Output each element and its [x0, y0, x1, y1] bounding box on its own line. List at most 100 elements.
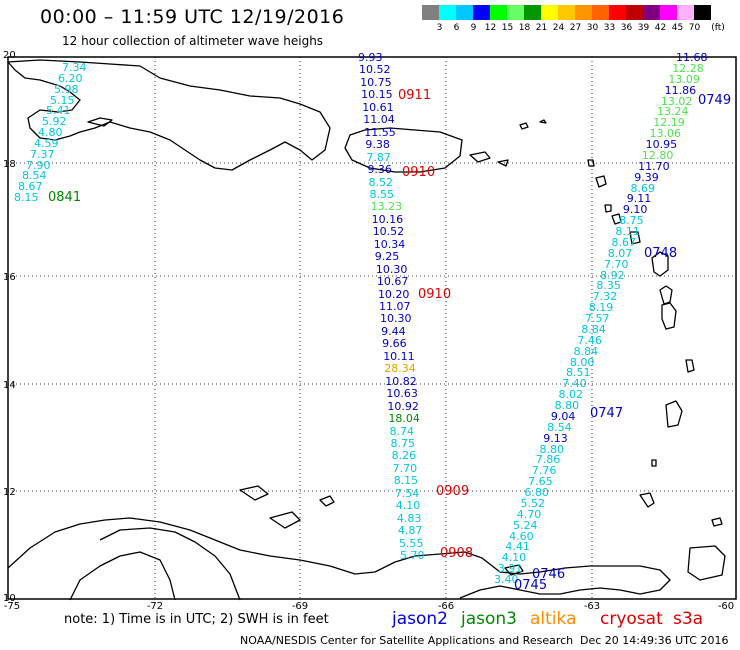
lat-label-20: 20 [3, 50, 16, 61]
track-right-value: 9.04 [550, 409, 576, 423]
track-middle-value: 9.38 [365, 138, 390, 152]
track-right-value: 8.75 [619, 214, 644, 228]
track-right-value: 8.92 [600, 268, 625, 282]
color-swatch [422, 5, 439, 20]
track-left-value: 7.37 [30, 147, 55, 161]
color-swatch [660, 5, 677, 20]
track-right-time: 0749 [698, 93, 732, 108]
track-right-value: 4.70 [516, 507, 542, 521]
track-right-value: 8.80 [554, 399, 580, 412]
track-middle-time: 0910 [418, 287, 452, 302]
track-middle-value: 9.44 [381, 324, 406, 338]
color-scale-tick: 6 [453, 23, 460, 33]
track-right-value: 8.84 [581, 322, 606, 336]
track-right-time: 0746 [532, 567, 566, 582]
track-middle-value: 5.70 [400, 549, 425, 562]
track-right-value: 8.54 [547, 420, 572, 434]
credit-text: NOAA/NESDIS Center for Satellite Applica… [240, 634, 574, 647]
track-right-value: 9.39 [634, 170, 659, 184]
track-middle-value: 10.30 [375, 262, 408, 276]
gridlines [8, 57, 736, 599]
color-swatch [473, 5, 490, 20]
track-right-value: 11.68 [676, 51, 708, 64]
track-right-value: 8.11 [615, 225, 640, 238]
legend-cryosat: cryosat [600, 609, 663, 629]
track-right-value: 10.95 [645, 138, 678, 151]
track-middle-value: 4.87 [397, 524, 423, 538]
track-left-value: 4.59 [34, 136, 59, 150]
color-scale-tick: 42 [654, 23, 667, 33]
track-middle-value: 28.34 [384, 362, 416, 376]
track-left-value: 5.41 [46, 104, 71, 118]
track-right-value: 7.86 [535, 453, 561, 467]
color-scale-tick: 18 [518, 23, 531, 33]
color-scale-tick: 12 [484, 23, 497, 33]
coastlines [7, 59, 726, 601]
track-right-value: 8.00 [569, 355, 595, 369]
color-scale-tick: 45 [671, 23, 684, 33]
track-middle-time: 0909 [436, 484, 470, 499]
track-middle-value: 8.52 [368, 175, 394, 189]
track-right-value: 3.91 [497, 562, 523, 576]
track-middle-value: 7.54 [394, 486, 420, 500]
track-middle-value: 10.11 [383, 349, 415, 363]
color-swatch [643, 5, 660, 20]
track-right-value: 7.70 [603, 257, 629, 271]
track-middle-time: 0910 [402, 165, 436, 180]
color-swatch [694, 5, 711, 20]
track-middle-value: 4.83 [396, 511, 422, 525]
track-left-value: 4.80 [38, 126, 63, 139]
track-right-value: 7.32 [592, 290, 618, 304]
lat-label-12: 12 [3, 487, 16, 498]
legend-jason3: jason3 [461, 609, 517, 629]
track-middle-value: 10.67 [376, 275, 409, 289]
generated-timestamp: Dec 20 14:49:36 UTC 2016 [580, 634, 729, 647]
color-scale-tick: 9 [470, 23, 477, 33]
track-right-value: 9.11 [626, 192, 652, 206]
track-right-value: 4.60 [509, 529, 534, 543]
track-right-value: 8.84 [573, 344, 599, 358]
units-note: note: 1) Time is in UTC; 2) SWH is in fe… [64, 612, 329, 627]
track-right-value: 13.09 [668, 72, 700, 86]
track-middle-value: 11.07 [379, 300, 411, 313]
color-scale-tick: 33 [603, 23, 616, 33]
track-right-value: 7.57 [585, 312, 610, 325]
track-left-value: 7.34 [62, 61, 87, 74]
color-swatch [456, 5, 473, 20]
track-middle-value: 10.34 [373, 237, 406, 251]
color-scale-unit: (ft) [711, 23, 725, 33]
track-middle-value: 10.52 [372, 225, 405, 239]
track-left-time: 0841 [48, 190, 82, 205]
track-left-value: 7.90 [26, 158, 51, 172]
track-left-value: 5.92 [42, 115, 67, 129]
track-right-value: 5.52 [520, 496, 546, 510]
track-middle-value: 8.15 [393, 474, 419, 488]
color-scale-tick: 15 [501, 23, 514, 33]
track-left-value: 8.67 [18, 180, 43, 194]
color-scale-tick: 21 [535, 23, 548, 33]
track-right-value: 7.40 [562, 377, 587, 391]
track-middle-value: 10.92 [387, 399, 419, 413]
track-middle-time: 0911 [398, 88, 432, 103]
track-right-value: 8.07 [607, 246, 633, 260]
track-middle-value: 10.16 [371, 212, 404, 226]
map-subtitle: 12 hour collection of altimeter wave hei… [62, 34, 324, 48]
track-right-value: 8.69 [630, 181, 656, 195]
track-middle-value: 10.52 [359, 63, 391, 77]
track-middle-value: 13.23 [370, 200, 403, 214]
lat-label-14: 14 [3, 380, 16, 391]
track-left-value: 5.15 [50, 93, 75, 107]
track-right-time: 0747 [590, 406, 624, 421]
track-left-value: 8.15 [14, 191, 39, 204]
track-right-value: 8.19 [588, 301, 614, 315]
track-right-time: 0748 [644, 246, 678, 261]
track-right-value: 3.40 [494, 573, 519, 586]
lat-label-18: 18 [3, 159, 16, 170]
color-swatch [524, 5, 541, 20]
track-right-value: 13.02 [660, 94, 693, 108]
track-right-value: 8.02 [558, 388, 583, 402]
track-middle-value: 10.63 [386, 387, 418, 401]
track-middle-value: 11.55 [364, 125, 396, 139]
track-middle-value: 8.74 [389, 424, 415, 438]
